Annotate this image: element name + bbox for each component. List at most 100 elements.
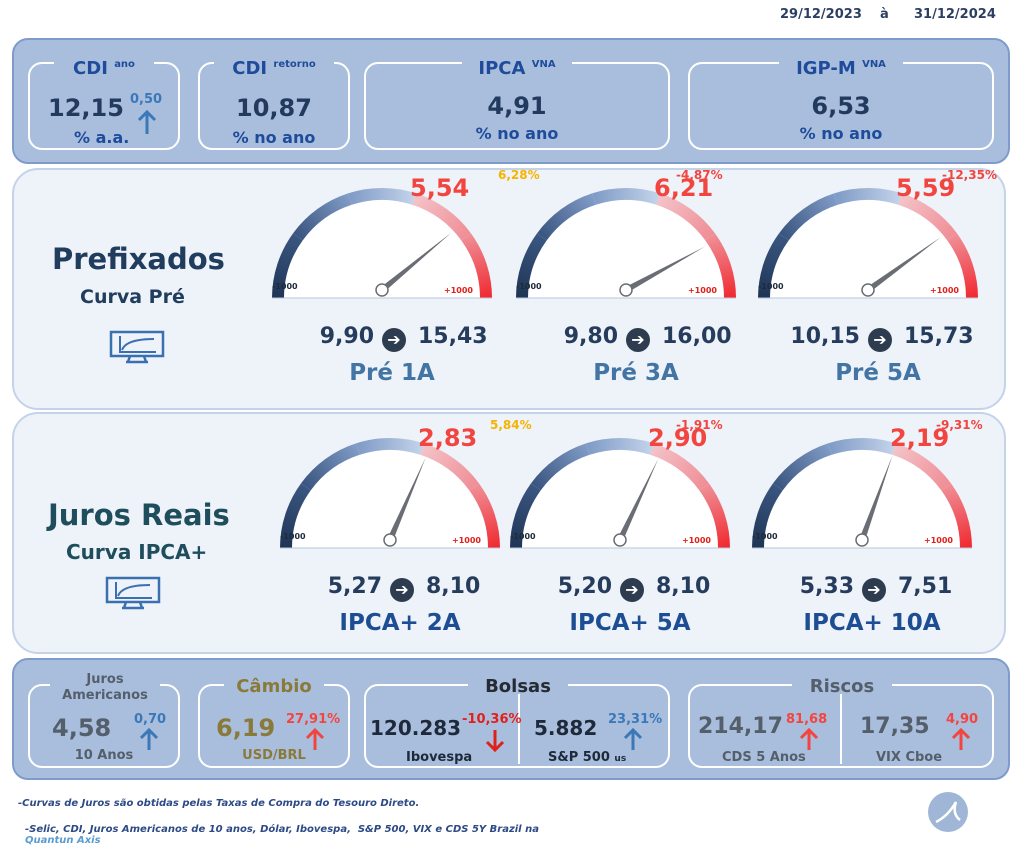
igpm-sup: VNA (862, 59, 886, 70)
range-from: 9,80 (563, 324, 618, 349)
gauge-change: -1,91% (676, 418, 723, 432)
gauge-dial (510, 438, 730, 549)
cdi-ano-card: CDI ano 12,15 0,50 % a.a. (28, 58, 180, 150)
range-to: 15,43 (418, 324, 488, 349)
range-to: 8,10 (426, 574, 481, 599)
footer-note-1: -Curvas de Juros são obtidas pelas Taxas… (18, 798, 420, 809)
riscos-card: Riscos 214,17 81,68 CDS 5 Anos 17,35 4,9… (688, 676, 994, 768)
igpm-value: 6,53 (811, 92, 871, 120)
bolsas-title: Bolsas (468, 676, 568, 697)
riscos-title: Riscos (792, 676, 892, 697)
ipca-unit: % no ano (475, 124, 559, 143)
range-from: 5,33 (799, 574, 854, 599)
gauge-dial (752, 438, 972, 549)
arrow-right-icon: ➔ (626, 328, 650, 352)
arrow-up-icon (623, 728, 643, 750)
vix-change: 4,90 (946, 712, 979, 727)
gauge-dial (516, 188, 736, 299)
riscos-divider (840, 694, 842, 764)
cdi-ano-label: CDI (73, 58, 108, 79)
gauge-min-label: -1000 (510, 532, 536, 541)
juros-americanos-change: 0,70 (134, 712, 167, 727)
footer-note-2: -Selic, CDI, Juros Americanos de 10 anos… (24, 824, 539, 835)
gauge-value: 2,19 (890, 424, 950, 452)
gauge-needle (866, 237, 941, 293)
range-to: 16,00 (662, 324, 732, 349)
cdi-retorno-unit: % no ano (232, 128, 316, 147)
juros-reais-title: Juros Reais (48, 498, 230, 532)
bottom-indicators-panel: Juros Americanos 4,58 0,70 10 Anos Câmbi… (12, 658, 1010, 780)
gauge-value: 2,90 (648, 424, 708, 452)
date-start: 29/12/2023 (780, 7, 862, 22)
arrow-up-icon (139, 728, 159, 750)
cambio-value: 6,19 (216, 714, 276, 742)
gauge-change: -4,87% (676, 168, 723, 182)
cdi-retorno-card: CDI retorno 10,87 % no ano (198, 58, 350, 150)
date-separator: à (880, 7, 889, 22)
gauge-dial (272, 188, 492, 299)
juros-reais-subtitle: Curva IPCA+ (66, 540, 208, 564)
footer-brand: Quantun Axis (24, 835, 101, 846)
igpm-unit: % no ano (799, 124, 883, 143)
cambio-change: 27,91% (286, 712, 341, 727)
cambio-title: Câmbio (224, 676, 324, 697)
gauge-change: -9,31% (936, 418, 983, 432)
cds-label: CDS 5 Anos (722, 750, 806, 765)
gauge-value: 6,21 (654, 174, 714, 202)
cdi-retorno-label: CDI (232, 58, 268, 79)
gauge-max-label: +1000 (682, 536, 711, 545)
gauge-name: IPCA+ 2A (339, 610, 461, 636)
arrow-right-icon: ➔ (862, 578, 886, 602)
top-indicators-panel: CDI ano 12,15 0,50 % a.a. CDI retorno 10… (12, 38, 1010, 164)
juros-americanos-value: 4,58 (52, 714, 112, 742)
arrow-up-icon (305, 728, 325, 750)
gauge-max-label: +1000 (930, 286, 959, 295)
arrow-up-icon (951, 728, 971, 750)
gauge-name: Pré 3A (593, 360, 679, 386)
sp500-change: 23,31% (608, 712, 663, 727)
arrow-up-icon (799, 728, 819, 750)
prefixados-subtitle: Curva Pré (80, 286, 185, 308)
cds-value: 214,17 (698, 714, 783, 739)
arrow-up-icon (137, 110, 157, 134)
gauge-dial (280, 438, 500, 549)
cdi-ano-value: 12,15 (48, 94, 124, 122)
chart-monitor-icon (109, 330, 165, 364)
range-from: 5,20 (557, 574, 612, 599)
range-to: 7,51 (898, 574, 953, 599)
range-from: 5,27 (327, 574, 382, 599)
sp500-value: 5.882 (534, 716, 598, 740)
gauge-min-label: -1000 (272, 282, 298, 291)
juros-americanos-card: Juros Americanos 4,58 0,70 10 Anos (28, 672, 180, 768)
cdi-retorno-sup: retorno (273, 59, 316, 70)
igpm-label: IGP-M (796, 58, 856, 79)
cdi-ano-unit: % a.a. (74, 128, 130, 147)
gauge-needle (859, 455, 893, 542)
sp500-label: S&P 500 (548, 750, 610, 765)
juros-americanos-unit: 10 Anos (74, 748, 134, 763)
vix-value: 17,35 (860, 714, 930, 739)
igpm-card: IGP-M VNA 6,53 % no ano (688, 58, 994, 150)
gauge-min-label: -1000 (752, 532, 778, 541)
gauge-dial (758, 188, 978, 299)
gauge-needle (624, 246, 705, 293)
gauge-max-label: +1000 (924, 536, 953, 545)
gauge-name: Pré 5A (835, 360, 921, 386)
cdi-retorno-value: 10,87 (236, 94, 312, 122)
ibovespa-change: -10,36% (462, 712, 522, 727)
gauge-needle (617, 458, 659, 542)
ibovespa-value: 120.283 (370, 716, 462, 740)
gauge-change: 6,28% (498, 168, 540, 182)
range-from: 10,15 (790, 324, 860, 349)
gauge-name: IPCA+ 5A (569, 610, 691, 636)
arrow-right-icon: ➔ (382, 328, 406, 352)
bolsas-divider (518, 694, 520, 764)
ipca-label: IPCA (478, 58, 526, 79)
gauge-change: -12,35% (942, 168, 997, 182)
range-to: 15,73 (904, 324, 974, 349)
ibovespa-label: Ibovespa (406, 750, 473, 765)
juros-americanos-title: Juros Americanos (50, 672, 160, 704)
gauge-max-label: +1000 (688, 286, 717, 295)
gauge-needle (380, 232, 452, 293)
cdi-ano-change: 0,50 (130, 92, 163, 107)
